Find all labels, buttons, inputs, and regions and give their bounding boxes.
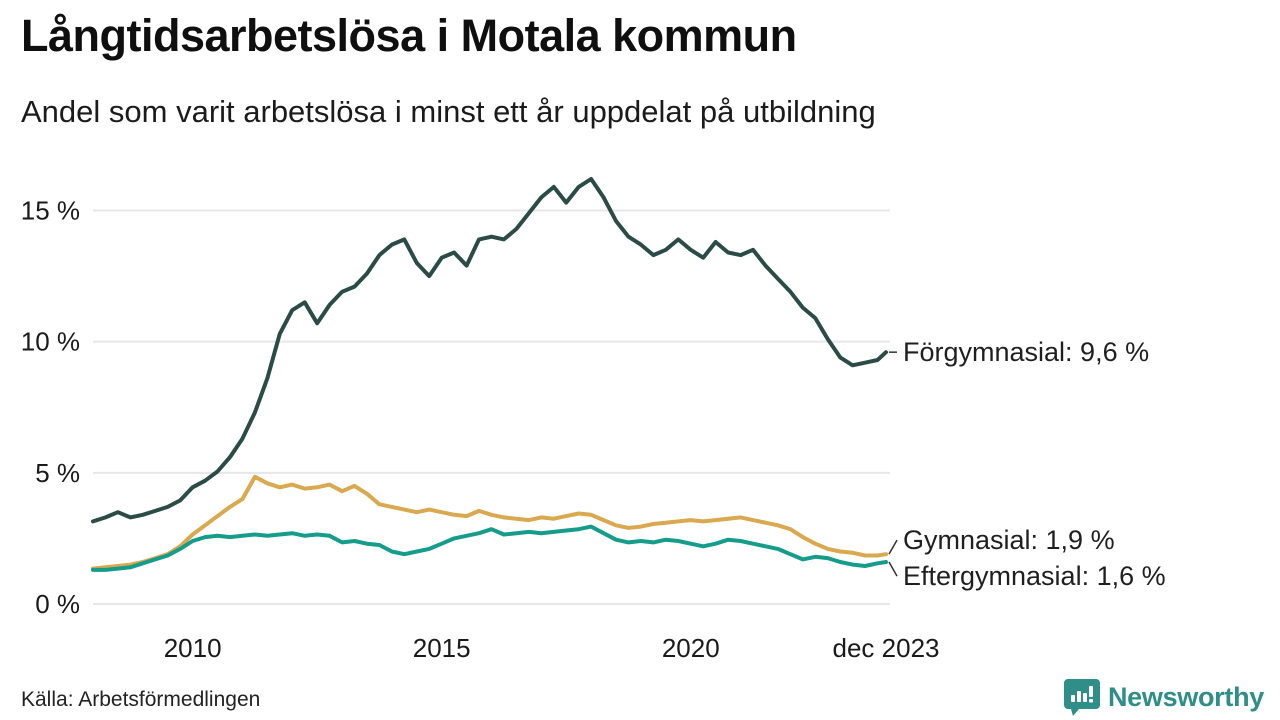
y-tick-label: 0 % [35,589,80,619]
page-title: Långtidsarbetslösa i Motala kommun [21,10,797,61]
series-end-label-gymnasial: Gymnasial: 1,9 % [903,525,1115,555]
brand-logo: Newsworthy [1063,678,1264,716]
label-connector [888,561,898,577]
x-tick-label: 2020 [662,633,720,663]
series-end-label-eftergymnasial: Eftergymnasial: 1,6 % [903,561,1166,591]
series-end-label-förgymnasial: Förgymnasial: 9,6 % [903,337,1149,367]
y-tick-label: 15 % [21,196,80,226]
series-line-gymnasial [91,474,888,571]
series-line-förgymnasial [91,177,888,524]
series-line-eftergymnasial [91,524,888,572]
source-note: Källa: Arbetsförmedlingen [21,688,261,711]
brand-wordmark: Newsworthy [1107,681,1264,712]
y-tick-label: 5 % [35,458,80,488]
x-tick-label: dec 2023 [833,633,940,663]
x-tick-label: 2010 [164,633,222,663]
label-connector [888,539,898,555]
chart-subtitle: Andel som varit arbetslösa i minst ett å… [21,94,876,129]
y-tick-label: 10 % [21,327,80,357]
bar-chart-bubble-icon [1063,679,1100,716]
x-tick-label: 2015 [413,633,471,663]
